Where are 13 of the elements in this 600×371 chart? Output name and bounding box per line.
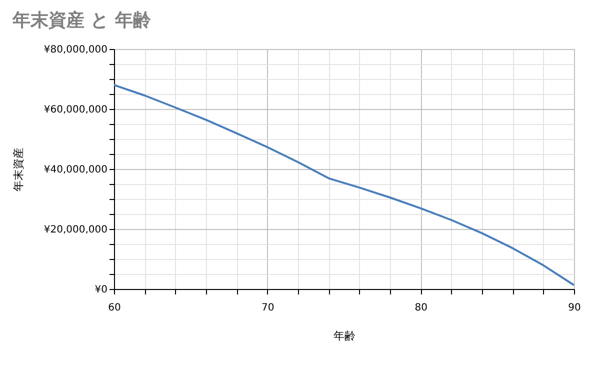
x-axis-title: 年齢 [334, 330, 356, 342]
x-tick-label: 80 [414, 302, 428, 314]
y-tick-label: ¥20,000,000 [44, 224, 108, 236]
y-tick-label: ¥80,000,000 [44, 44, 108, 56]
x-tick-label: 60 [108, 302, 121, 314]
y-axis-title: 年末資産 [12, 148, 25, 192]
y-tick-label: ¥40,000,000 [44, 164, 108, 176]
y-tick-label: ¥60,000,000 [44, 104, 108, 116]
y-tick-label: ¥0 [94, 284, 108, 296]
chart-title: 年末資産 と 年齢 [11, 10, 152, 31]
line-series [114, 84, 574, 286]
x-tick-label: 70 [261, 302, 274, 314]
x-tick-label: 90 [568, 302, 581, 314]
